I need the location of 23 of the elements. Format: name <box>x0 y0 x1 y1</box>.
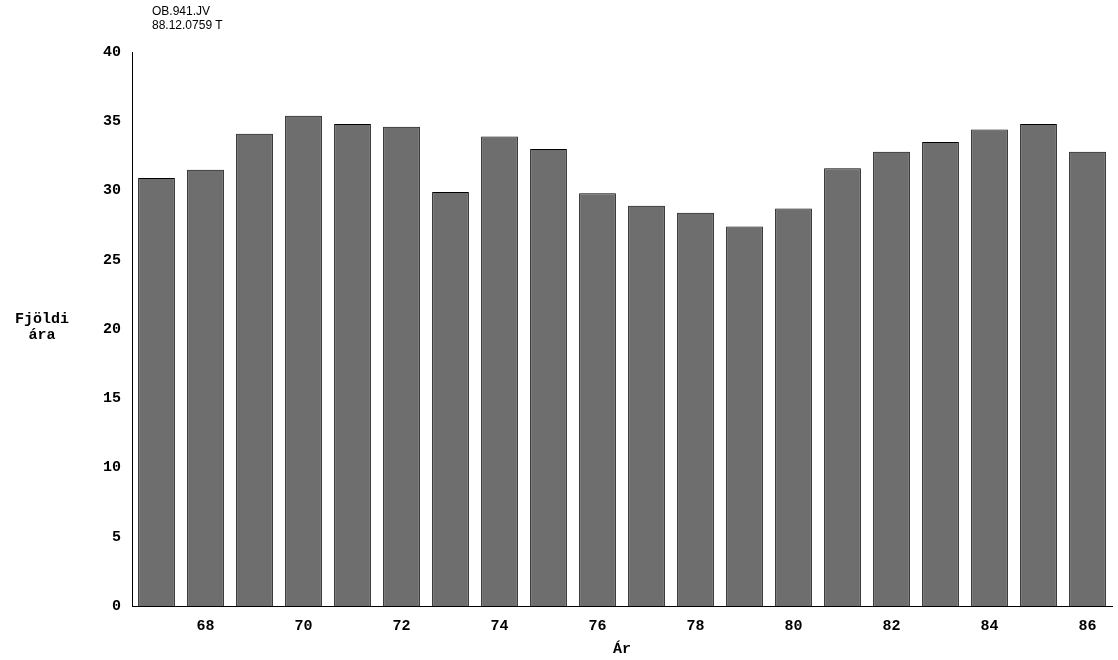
y-tick-label: 25 <box>102 251 121 269</box>
x-tick-label: 76 <box>588 617 607 635</box>
x-tick-label: 74 <box>490 617 509 635</box>
y-tick-label: 30 <box>102 182 121 200</box>
text: 88.12.0759 T <box>152 18 223 32</box>
x-tick-label: 86 <box>1078 617 1097 635</box>
y-tick-label: 20 <box>102 320 121 338</box>
y-tick-label: 15 <box>102 390 121 408</box>
y-tick-label: 40 <box>102 43 121 61</box>
x-tick-label: 70 <box>294 617 313 635</box>
x-tick-label: 78 <box>686 617 705 635</box>
y-axis-title: Fjöldi ára <box>14 311 70 344</box>
y-tick-label: 0 <box>111 597 121 615</box>
x-tick-label: 82 <box>882 617 901 635</box>
y-tick-label: 35 <box>102 113 121 131</box>
text: OB.941.JV <box>152 4 212 18</box>
y-tick-label: 5 <box>111 528 121 546</box>
x-tick-label: 68 <box>196 617 215 635</box>
x-tick-label: 80 <box>784 617 803 635</box>
y-tick-label: 10 <box>102 459 121 477</box>
x-tick-label: 72 <box>392 617 411 635</box>
x-tick-label: 84 <box>980 617 999 635</box>
x-axis-title: Ár <box>612 639 632 658</box>
